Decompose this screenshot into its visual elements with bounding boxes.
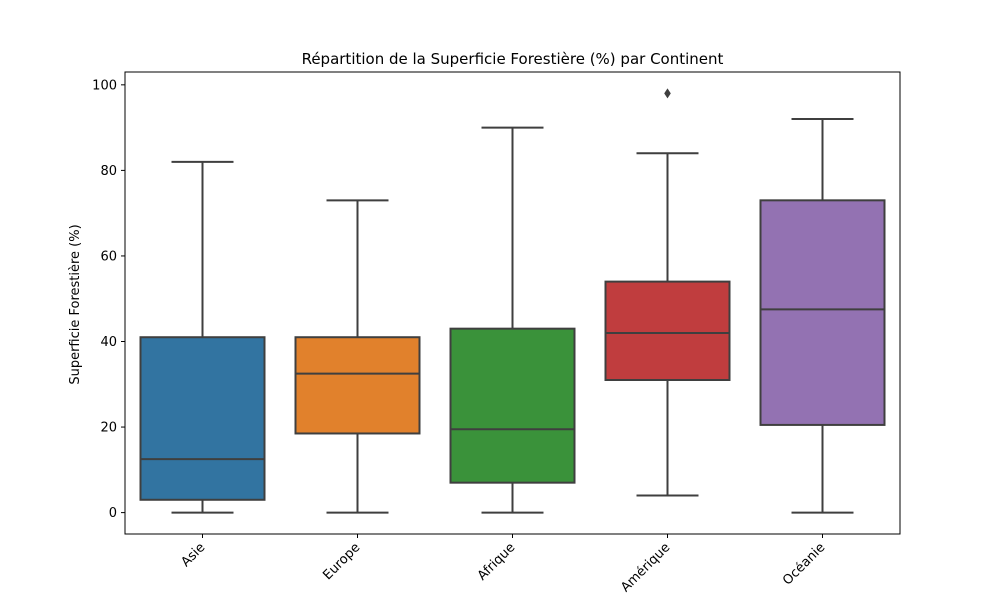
plot-area: 0 20 40 60 80 100 Asie Europe Afrique Amérique Océ… bbox=[92, 78, 886, 595]
x-tick-label: Asie bbox=[178, 540, 208, 570]
y-tick-label: 40 bbox=[100, 335, 117, 350]
x-tick-label: Afrique bbox=[475, 540, 518, 583]
y-tick-label: 60 bbox=[100, 249, 117, 264]
axes-frame bbox=[124, 71, 901, 535]
y-tick-label: 100 bbox=[92, 78, 117, 93]
y-tick-label: 0 bbox=[109, 506, 117, 521]
chart-title: Répartition de la Superficie Forestière … bbox=[302, 50, 724, 68]
y-tick-label: 80 bbox=[100, 164, 117, 179]
box-amerique-outlier bbox=[664, 88, 671, 99]
box-amerique-iqr bbox=[604, 280, 731, 381]
box-oceanie-iqr bbox=[759, 199, 886, 426]
x-tick-label: Europe bbox=[320, 540, 363, 583]
x-tick-label: Océanie bbox=[780, 540, 828, 588]
box-asie-iqr bbox=[139, 336, 266, 501]
x-tick-label: Amérique bbox=[618, 540, 673, 595]
box-europe-iqr bbox=[294, 336, 421, 435]
y-axis-label: Superficie Forestière (%) bbox=[68, 224, 83, 384]
box-afrique-iqr bbox=[449, 327, 576, 484]
y-tick-label: 20 bbox=[100, 421, 117, 436]
